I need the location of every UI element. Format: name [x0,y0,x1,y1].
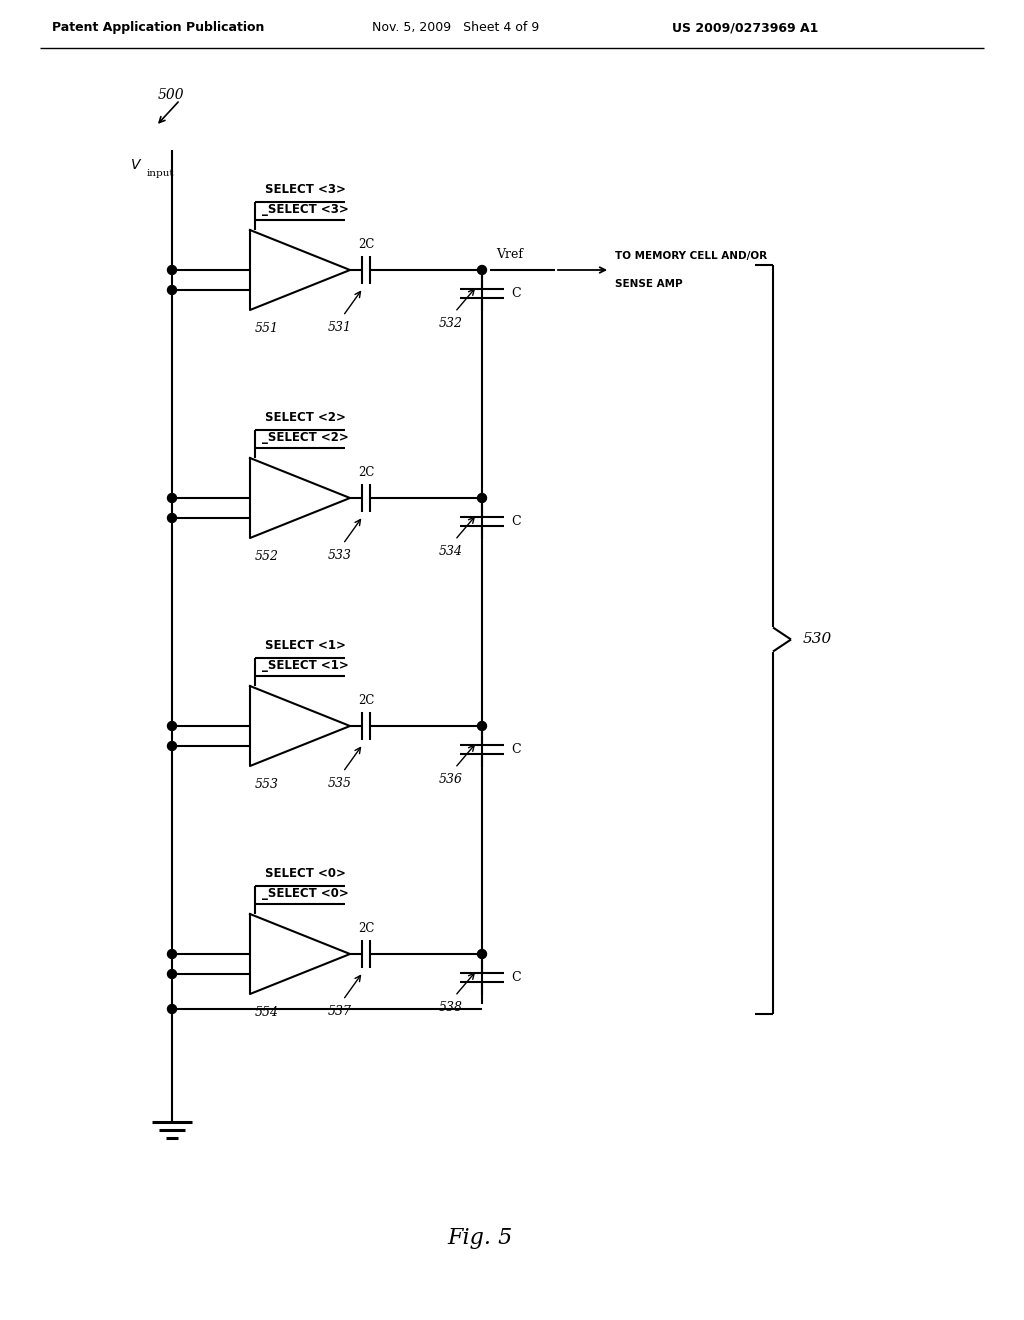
Circle shape [168,742,176,751]
Text: SELECT <0>: SELECT <0> [264,867,345,880]
Text: 533: 533 [328,549,352,562]
Text: $\mathit{V}$: $\mathit{V}$ [130,158,142,172]
Circle shape [168,969,176,978]
Circle shape [477,265,486,275]
Text: 551: 551 [255,322,279,335]
Text: US 2009/0273969 A1: US 2009/0273969 A1 [672,21,818,34]
Circle shape [168,265,176,275]
Text: C: C [511,286,520,300]
Text: Patent Application Publication: Patent Application Publication [52,21,264,34]
Text: Nov. 5, 2009   Sheet 4 of 9: Nov. 5, 2009 Sheet 4 of 9 [372,21,540,34]
Text: 538: 538 [439,1001,463,1014]
Text: C: C [511,972,520,983]
Text: _SELECT <1>: _SELECT <1> [261,659,348,672]
Text: Fig. 5: Fig. 5 [447,1228,513,1249]
Text: 2C: 2C [357,921,374,935]
Circle shape [168,949,176,958]
Text: 531: 531 [328,321,352,334]
Text: _SELECT <0>: _SELECT <0> [261,887,348,900]
Circle shape [168,513,176,523]
Text: 2C: 2C [357,694,374,708]
Text: SENSE AMP: SENSE AMP [615,279,683,289]
Text: input: input [147,169,175,177]
Text: C: C [511,743,520,756]
Circle shape [168,494,176,503]
Circle shape [168,285,176,294]
Text: 532: 532 [439,317,463,330]
Text: 2C: 2C [357,238,374,251]
Text: _SELECT <2>: _SELECT <2> [261,432,348,444]
Text: 553: 553 [255,777,279,791]
Circle shape [477,494,486,503]
Text: 536: 536 [439,774,463,785]
Circle shape [477,949,486,958]
Text: Vref: Vref [496,248,523,261]
Text: 500: 500 [158,88,184,102]
Text: SELECT <2>: SELECT <2> [264,411,345,424]
Circle shape [477,722,486,730]
Text: SELECT <1>: SELECT <1> [264,639,345,652]
Text: 537: 537 [328,1005,352,1018]
Text: 535: 535 [328,777,352,789]
Circle shape [168,1005,176,1014]
Text: SELECT <3>: SELECT <3> [264,183,345,195]
Text: 2C: 2C [357,466,374,479]
Text: 530: 530 [803,632,833,647]
Text: TO MEMORY CELL AND/OR: TO MEMORY CELL AND/OR [615,251,767,261]
Text: C: C [511,515,520,528]
Circle shape [168,722,176,730]
Text: _SELECT <3>: _SELECT <3> [261,203,348,216]
Text: 554: 554 [255,1006,279,1019]
Text: 534: 534 [439,545,463,558]
Text: 552: 552 [255,550,279,564]
